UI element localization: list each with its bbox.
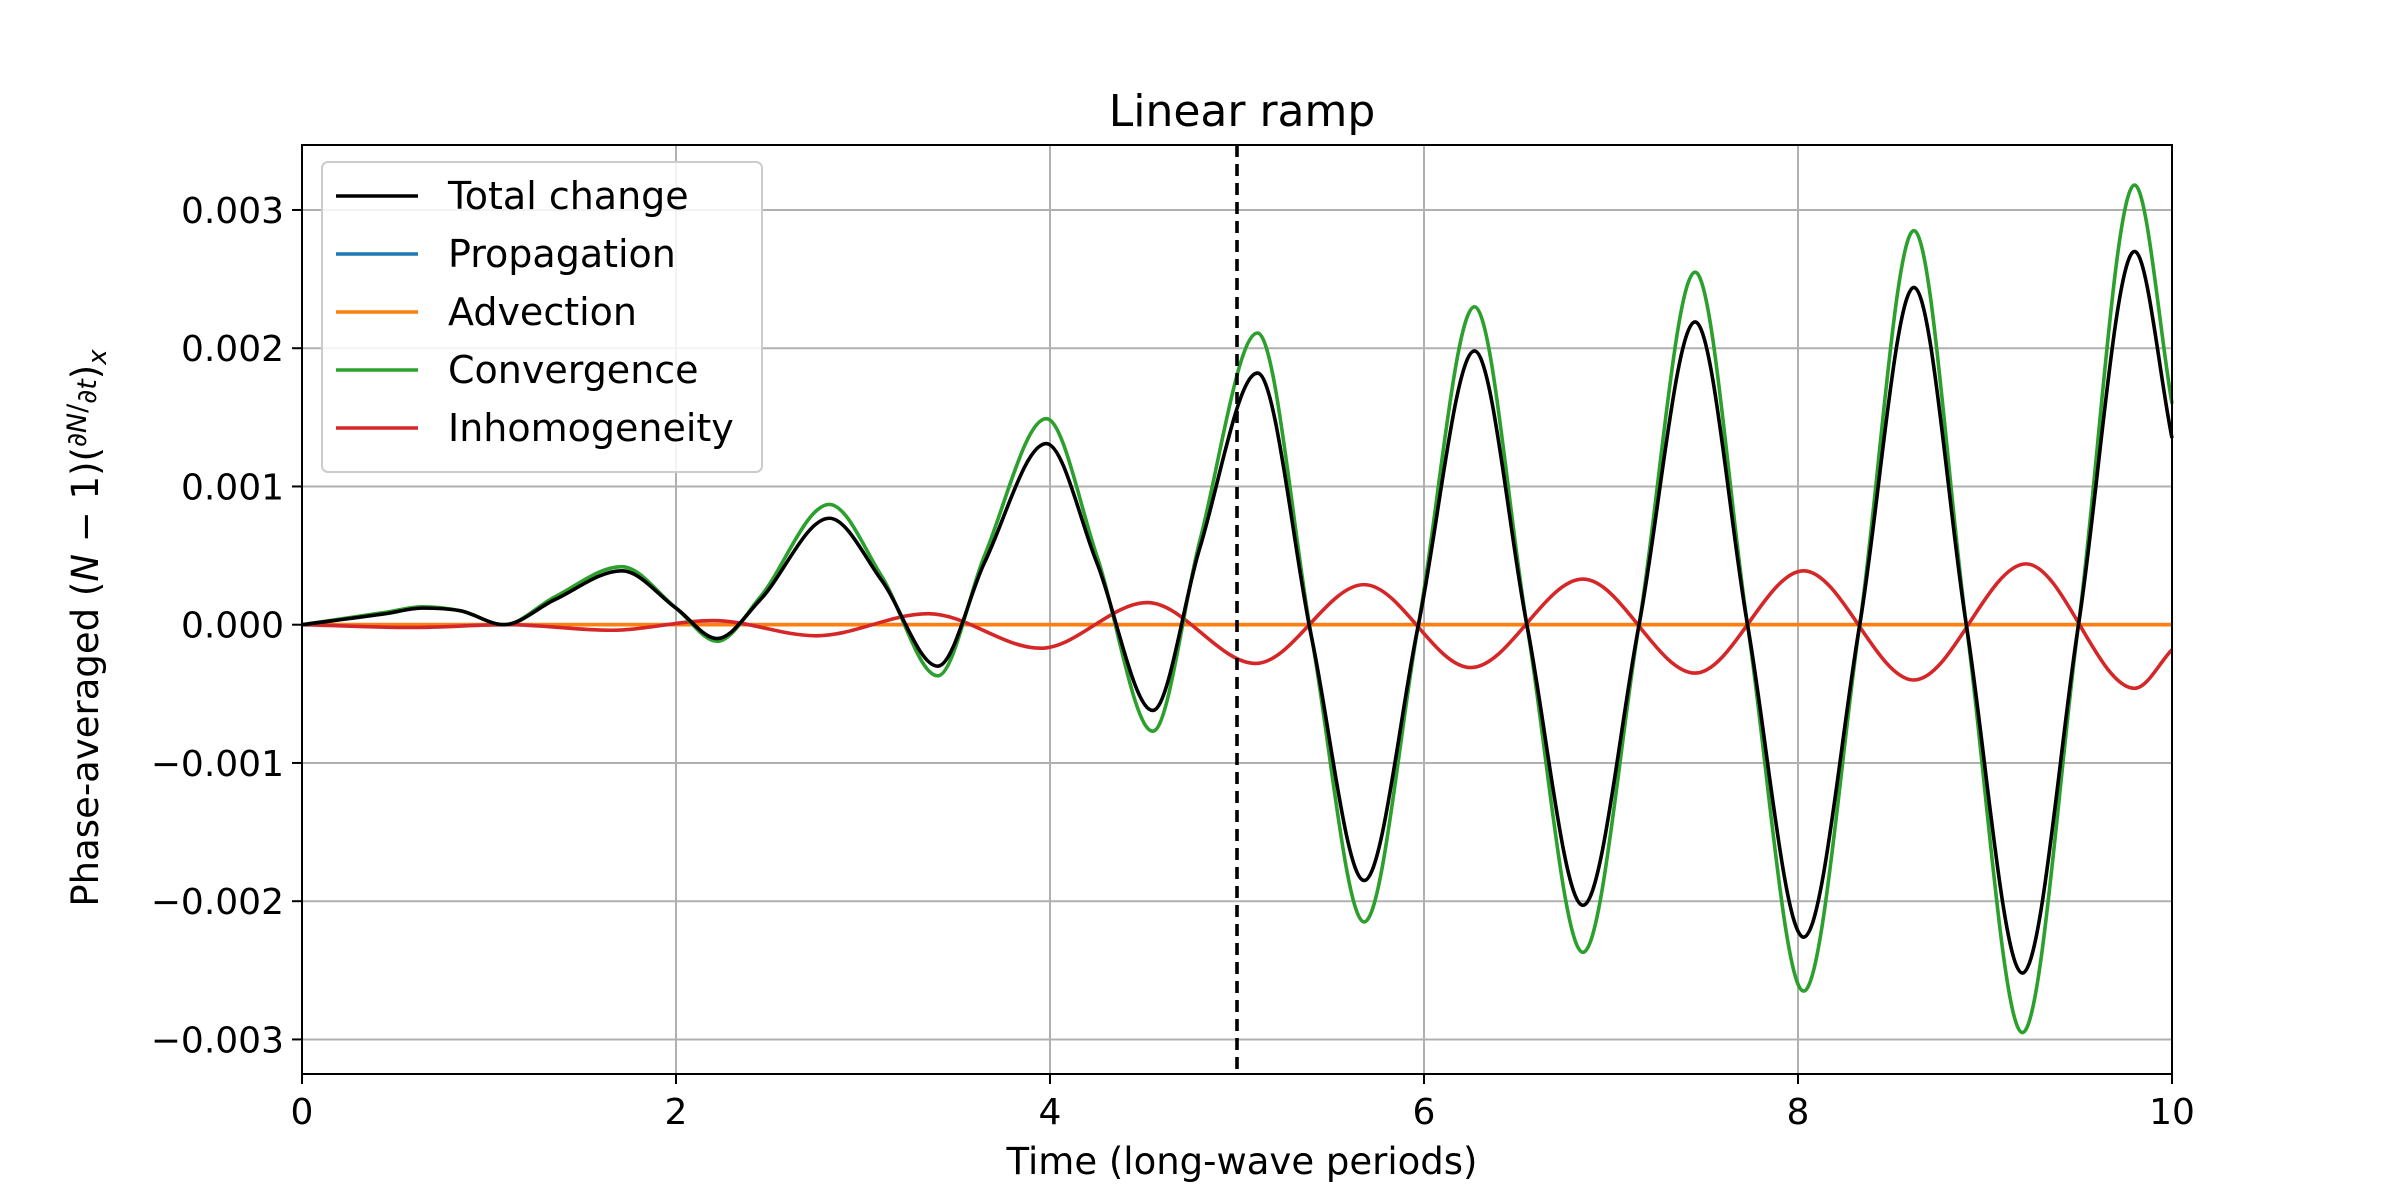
axis-ticks: 0 2 4 6 8 10 −0.003 −0.002 −0.001 0.000 0.001 0.002… bbox=[151, 191, 2195, 1133]
y-axis-label: Phase-averaged (N − 1)(∂N/∂t)x bbox=[62, 349, 113, 907]
plot-frame bbox=[301, 144, 2173, 1075]
y-tick-label: 0.000 bbox=[181, 606, 284, 647]
y-tick-label: 0.001 bbox=[181, 467, 284, 508]
y-tick-label: −0.001 bbox=[151, 744, 284, 785]
y-tick-label: 0.003 bbox=[181, 191, 284, 232]
series-total-change-line bbox=[301, 249, 2174, 975]
legend-label-propagation: Propagation bbox=[448, 232, 676, 276]
x-tick-label: 8 bbox=[1787, 1092, 1810, 1133]
y-tick-label: 0.002 bbox=[181, 329, 284, 370]
legend-label-total-change: Total change bbox=[447, 174, 689, 218]
series-inhomogeneity-line bbox=[301, 562, 2174, 691]
x-tick-label: 6 bbox=[1413, 1092, 1436, 1133]
y-tick-label: −0.003 bbox=[151, 1020, 284, 1061]
legend-label-advection: Advection bbox=[448, 290, 637, 334]
legend-label-convergence: Convergence bbox=[448, 348, 699, 392]
legend-label-inhomogeneity: Inhomogeneity bbox=[448, 406, 734, 450]
x-axis-label: Time (long-wave periods) bbox=[1006, 1140, 1478, 1183]
y-tick-label: −0.002 bbox=[151, 882, 284, 923]
chart-title: Linear ramp bbox=[1109, 86, 1376, 137]
x-tick-label: 0 bbox=[291, 1092, 314, 1133]
legend: Total change Propagation Advection Converge… bbox=[321, 161, 763, 473]
x-tick-label: 10 bbox=[2149, 1092, 2195, 1133]
x-tick-label: 4 bbox=[1039, 1092, 1062, 1133]
x-tick-label: 2 bbox=[665, 1092, 688, 1133]
legend-box bbox=[321, 161, 763, 473]
series-convergence-line bbox=[301, 183, 2174, 1035]
